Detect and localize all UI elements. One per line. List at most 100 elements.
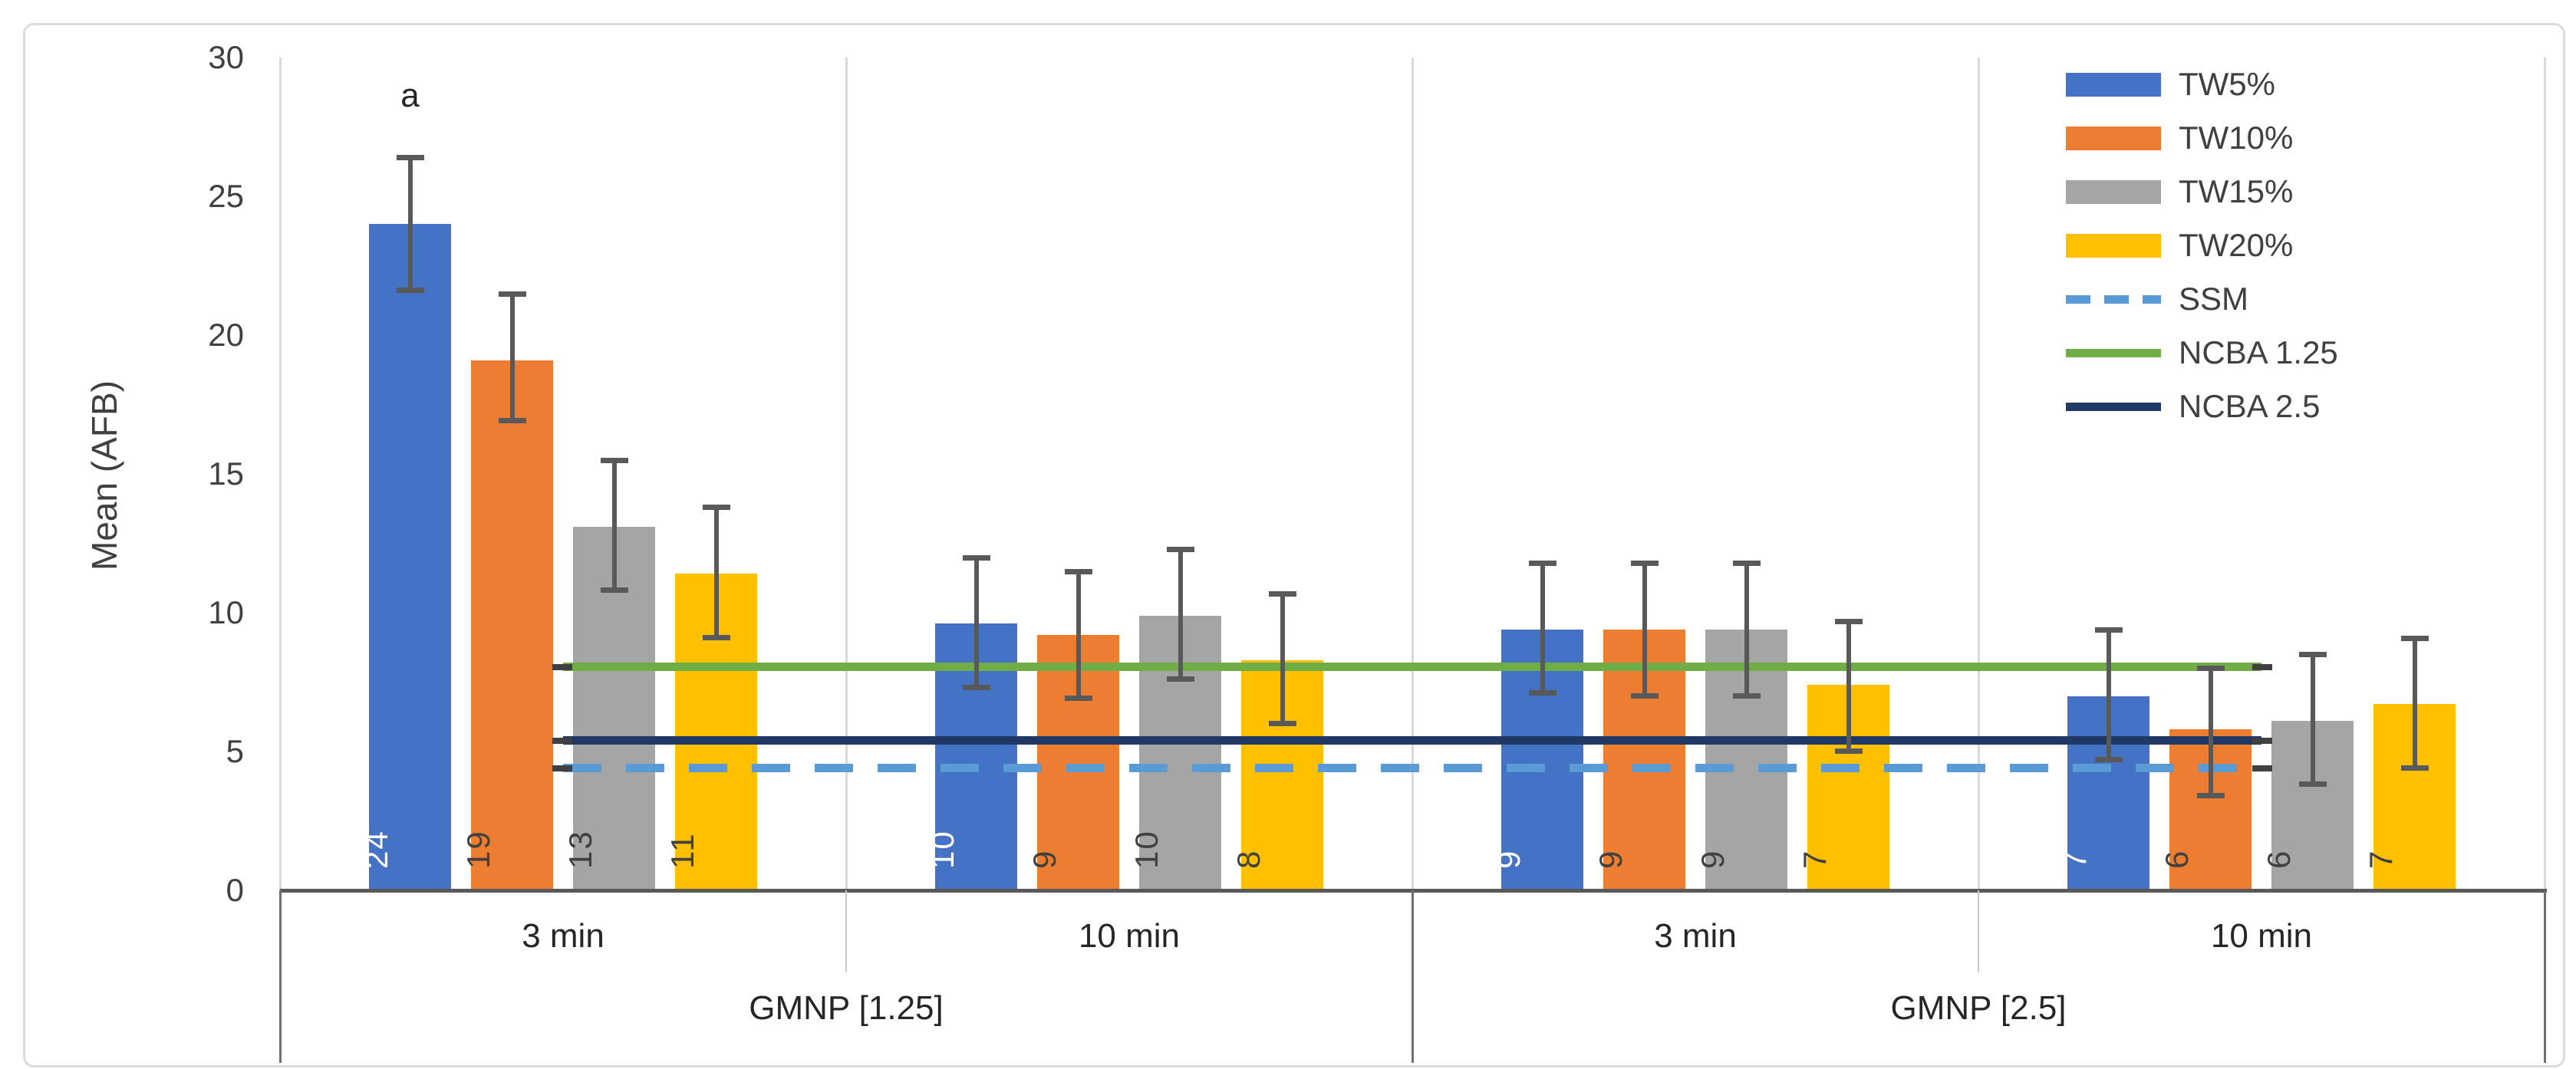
error-bar-stem (1280, 593, 1285, 724)
legend-swatch (2066, 295, 2161, 304)
legend-item-ncba25: NCBA 2.5 (2056, 383, 2547, 429)
legend-item-tw10: TW10% (2056, 115, 2547, 161)
x-group-label: GMNP [1.25] (749, 989, 944, 1027)
error-bar-stem (2310, 654, 2315, 785)
category-gridline (1977, 58, 1980, 890)
line-end-tick (2252, 737, 2272, 744)
legend-label: TW5% (2179, 66, 2275, 102)
error-bar-cap (396, 288, 424, 294)
bar-value-label: 11 (664, 832, 700, 869)
y-tick-label: 25 (208, 178, 244, 214)
subcategory-divider (845, 890, 847, 972)
error-bar-cap (2094, 627, 2123, 633)
legend-label: NCBA 1.25 (2179, 334, 2338, 370)
legend-swatch (2066, 73, 2161, 97)
error-bar-cap (498, 291, 526, 297)
error-bar-stem (1744, 562, 1749, 696)
error-bar-stem (1642, 562, 1647, 696)
error-bar-cap (1268, 590, 1296, 597)
bar-value-label: 10 (924, 830, 960, 869)
y-tick-label: 20 (208, 317, 244, 353)
error-bar-stem (611, 459, 617, 591)
error-bar-stem (1076, 571, 1081, 699)
error-bar-cap (2400, 635, 2429, 641)
error-bar-stem (973, 557, 979, 688)
error-bar-stem (1540, 562, 1545, 693)
significance-letter: a (400, 77, 420, 115)
bar-tw5 (369, 224, 451, 890)
error-bar-cap (600, 587, 628, 594)
error-bar-cap (1630, 692, 1659, 699)
legend-label: SSM (2179, 281, 2249, 317)
error-bar-stem (407, 157, 413, 291)
error-bar-stem (2106, 629, 2111, 760)
x-axis-line (280, 889, 2547, 893)
error-bar-cap (702, 634, 730, 640)
error-bar-cap (498, 418, 526, 424)
error-bar-stem (509, 293, 515, 422)
bar-value-label: 24 (357, 830, 394, 869)
legend-item-ncba125: NCBA 1.25 (2056, 330, 2547, 376)
legend-swatch (2066, 403, 2161, 411)
error-bar-stem (1846, 620, 1851, 752)
bar-value-label: 10 (1128, 830, 1164, 869)
error-bar-cap (1166, 546, 1194, 552)
category-gridline (1411, 58, 1414, 890)
error-bar-cap (1834, 618, 1863, 624)
legend-swatch (2066, 180, 2161, 204)
bar-value-label: 9 (1490, 849, 1527, 869)
y-tick-label: 0 (226, 872, 244, 908)
bar-value-label: 9 (1592, 849, 1629, 869)
x-group-label: GMNP [2.5] (1890, 989, 2067, 1027)
error-bar-stem (713, 507, 719, 638)
category-gridline (278, 58, 282, 890)
error-bar-cap (1064, 568, 1092, 574)
error-bar-stem (1178, 548, 1183, 679)
bar-value-label: 9 (1694, 849, 1731, 869)
error-bar-cap (1732, 560, 1761, 566)
x-category-label: 10 min (1078, 917, 1181, 955)
line-end-tick (552, 737, 572, 744)
legend-label: TW20% (2179, 227, 2294, 263)
y-tick-label: 5 (226, 733, 244, 769)
reference-line-ncba-2-5 (563, 736, 2261, 745)
bar-value-label: 19 (460, 830, 496, 869)
category-gridline (2543, 58, 2546, 890)
y-tick-label: 10 (208, 594, 244, 630)
figure-border (23, 23, 2565, 1067)
bar-value-label: 7 (2362, 849, 2399, 869)
bar-value-label: 13 (562, 830, 598, 869)
error-bar-cap (2196, 666, 2225, 672)
error-bar-cap (962, 554, 990, 561)
legend-label: TW15% (2179, 173, 2294, 209)
legend-label: TW10% (2179, 120, 2294, 156)
error-bar-cap (702, 505, 730, 511)
x-category-label: 10 min (2210, 917, 2313, 955)
error-bar-cap (1528, 689, 1556, 696)
error-bar-cap (2298, 781, 2327, 788)
error-bar-cap (2298, 652, 2327, 658)
legend-label: NCBA 2.5 (2179, 388, 2321, 424)
legend-item-tw15: TW15% (2056, 169, 2547, 215)
category-divider (1411, 890, 1414, 1063)
error-bar-cap (2400, 765, 2429, 771)
legend-swatch (2066, 349, 2161, 357)
error-bar-cap (396, 155, 424, 161)
y-tick-label: 15 (208, 456, 244, 492)
reference-line-ssm (563, 764, 2261, 773)
error-bar-cap (600, 457, 628, 463)
category-divider (2543, 890, 2546, 1063)
error-bar-cap (1268, 720, 1296, 726)
error-bar-cap (1528, 560, 1556, 566)
error-bar-stem (2412, 637, 2417, 768)
error-bar-stem (2208, 668, 2213, 796)
error-bar-cap (1834, 748, 1863, 754)
legend-swatch (2066, 127, 2161, 150)
legend-swatch (2066, 234, 2161, 258)
error-bar-cap (2196, 792, 2225, 798)
error-bar-cap (1064, 696, 1092, 702)
x-category-label: 3 min (1654, 917, 1737, 955)
bar-value-label: 9 (1026, 849, 1062, 869)
error-bar-cap (1166, 676, 1194, 682)
category-gridline (845, 58, 848, 890)
